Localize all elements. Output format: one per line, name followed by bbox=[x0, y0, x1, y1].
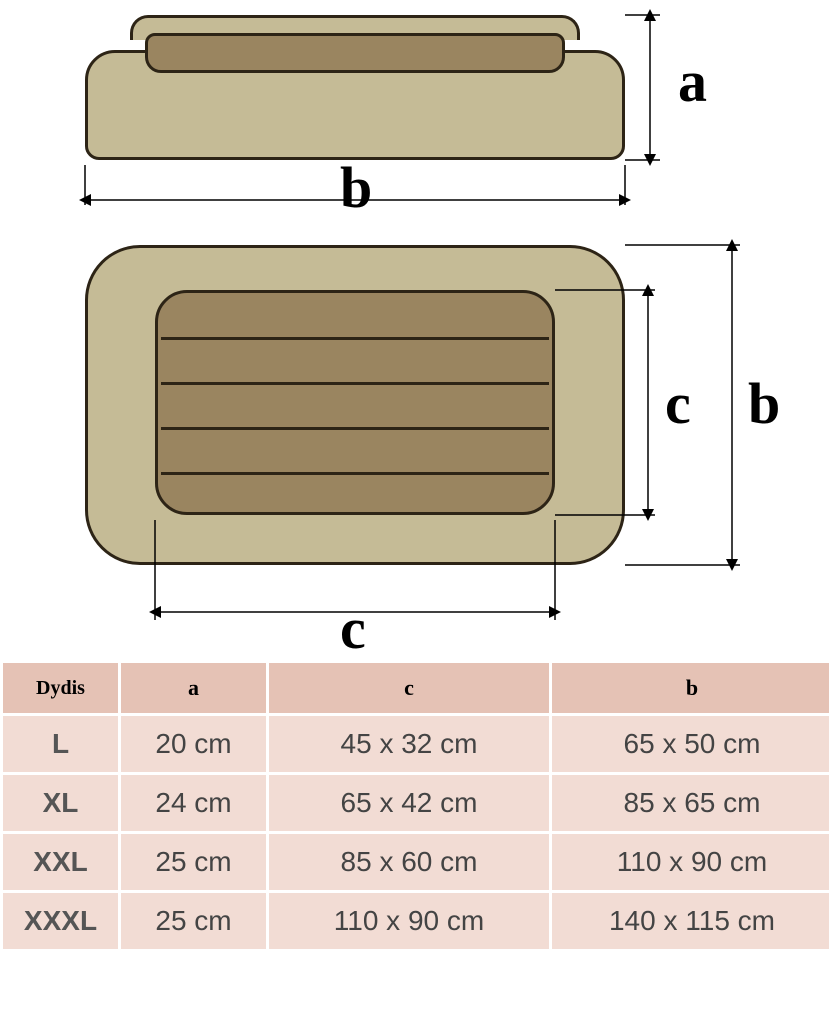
dim-label-b-side: b bbox=[340, 154, 372, 221]
top-view bbox=[85, 245, 625, 565]
col-header-b: b bbox=[552, 663, 829, 713]
cushion-stripe bbox=[161, 472, 549, 475]
table-header-row: Dydis a c b bbox=[3, 663, 829, 713]
dim-label-a: a bbox=[678, 48, 707, 115]
dimension-diagram: a b c b c bbox=[0, 0, 829, 660]
cell-a: 25 cm bbox=[121, 893, 266, 949]
cell-b: 140 x 115 cm bbox=[552, 893, 829, 949]
dim-label-c-vert: c bbox=[665, 370, 691, 437]
table-row: XXXL25 cm110 x 90 cm140 x 115 cm bbox=[3, 893, 829, 949]
cell-a: 24 cm bbox=[121, 775, 266, 831]
cell-size: XXXL bbox=[3, 893, 118, 949]
cell-c: 85 x 60 cm bbox=[269, 834, 549, 890]
cushion-stripe bbox=[161, 382, 549, 385]
col-header-a: a bbox=[121, 663, 266, 713]
col-header-size: Dydis bbox=[3, 663, 118, 713]
table-row: L20 cm45 x 32 cm65 x 50 cm bbox=[3, 716, 829, 772]
cell-c: 45 x 32 cm bbox=[269, 716, 549, 772]
cell-a: 25 cm bbox=[121, 834, 266, 890]
cell-size: L bbox=[3, 716, 118, 772]
top-view-inner bbox=[155, 290, 555, 515]
table-row: XL24 cm65 x 42 cm85 x 65 cm bbox=[3, 775, 829, 831]
side-view-inner bbox=[145, 33, 565, 73]
cell-b: 65 x 50 cm bbox=[552, 716, 829, 772]
dim-label-c-horiz: c bbox=[340, 595, 366, 662]
cushion-stripe bbox=[161, 337, 549, 340]
cell-b: 85 x 65 cm bbox=[552, 775, 829, 831]
cell-b: 110 x 90 cm bbox=[552, 834, 829, 890]
cushion-stripe bbox=[161, 427, 549, 430]
side-view bbox=[85, 15, 625, 160]
col-header-c: c bbox=[269, 663, 549, 713]
dim-label-b-vert: b bbox=[748, 370, 780, 437]
cell-c: 110 x 90 cm bbox=[269, 893, 549, 949]
cell-size: XL bbox=[3, 775, 118, 831]
cell-size: XXL bbox=[3, 834, 118, 890]
size-table: Dydis a c b L20 cm45 x 32 cm65 x 50 cmXL… bbox=[0, 660, 829, 952]
table-row: XXL25 cm85 x 60 cm110 x 90 cm bbox=[3, 834, 829, 890]
cell-c: 65 x 42 cm bbox=[269, 775, 549, 831]
cell-a: 20 cm bbox=[121, 716, 266, 772]
